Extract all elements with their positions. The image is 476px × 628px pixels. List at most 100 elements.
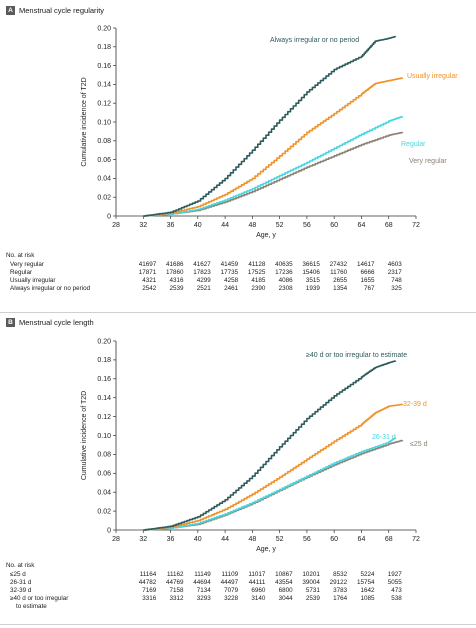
at-risk-cell: 3140 [251,595,266,602]
x-tick-label: 48 [248,222,256,229]
at-risk-cell: 5731 [305,587,320,594]
y-tick-label: 0.12 [97,414,111,421]
x-tick-label: 28 [112,222,120,229]
at-risk-cell: 41128 [248,261,266,268]
x-tick-label: 68 [385,222,393,229]
at-risk-cell: 4299 [196,277,211,284]
panel-b-badge: B [6,318,15,327]
at-risk-cell: 15406 [302,269,320,276]
y-tick-label: 0.04 [97,490,111,497]
panel-a-badge: A [6,6,15,15]
y-tick-label: 0.20 [97,338,111,345]
y-tick-label: 0.12 [97,101,111,108]
series-line-2 [143,116,404,217]
at-risk-cell: 5055 [387,579,402,586]
series-annotation: Usually irregular [407,73,458,80]
series-line-4 [143,360,397,531]
at-risk-row-label: Regular [10,269,33,276]
y-tick-label: 0.18 [97,44,111,51]
at-risk-cell: 2655 [333,277,348,284]
at-risk-cell: 36615 [302,261,320,268]
at-risk-row-label: 32-39 d [10,587,32,594]
at-risk-cell: 1939 [305,285,320,292]
at-risk-cell: 29122 [329,579,348,586]
x-tick-label: 40 [194,536,202,543]
at-risk-cell: 4086 [278,277,293,284]
series-annotation: Regular [401,141,426,148]
at-risk-cell: 3044 [278,595,293,602]
y-tick-label: 0 [107,213,111,220]
at-risk-cell: 2539 [169,285,184,292]
at-risk-cell: 7158 [169,587,184,594]
at-risk-cell: 1764 [333,595,348,602]
at-risk-cell: 14617 [356,261,375,268]
at-risk-cell: 2317 [387,269,402,276]
at-risk-cell: 7079 [224,587,239,594]
at-risk-cell: 15754 [356,579,375,586]
series-annotation: 32-39 d [403,401,427,408]
y-tick-label: 0.08 [97,138,111,145]
risk-table-a: No. at risk Very regular 41697 41686 41627 41… [0,252,476,314]
at-risk-header: No. at risk [6,562,35,569]
at-risk-cell: 6800 [278,587,293,594]
y-tick-label: 0.02 [97,508,111,515]
at-risk-cell: 41459 [220,261,239,268]
at-risk-cell: 17860 [166,269,184,276]
x-tick-label: 32 [139,222,147,229]
at-risk-cell: 4258 [224,277,239,284]
at-risk-cell: 473 [391,587,402,594]
at-risk-cell: 27432 [329,261,348,268]
series-annotation: ≤25 d [410,441,428,448]
y-tick-label: 0.10 [97,119,111,126]
at-risk-row-label: 26-31 d [10,579,32,586]
at-risk-row-label: to estimate [16,603,47,610]
at-risk-cell: 5224 [360,571,375,578]
x-tick-label: 32 [139,536,147,543]
series-line-3 [143,403,404,531]
chart-b: 0 0.02 0.04 0.06 0.08 0.10 0.12 0.14 0.16 0.18 0.2… [81,338,428,553]
at-risk-cell: 538 [391,595,402,602]
panel-b-title-text: Menstrual cycle length [19,318,94,327]
series-annotation: Always irregular or no period [270,37,359,44]
at-risk-row-label: Always irregular or no period [10,285,91,292]
panel-a-title-text: Menstrual cycle regularity [19,6,105,15]
at-risk-cell: 44497 [220,579,239,586]
x-tick-label: 36 [167,536,175,543]
at-risk-cell: 6960 [251,587,266,594]
at-risk-cell: 3312 [169,595,184,602]
at-risk-cell: 10867 [275,571,293,578]
at-risk-cell: 11109 [221,571,239,578]
at-risk-cell: 325 [391,285,402,292]
at-risk-cell: 11017 [248,571,266,578]
at-risk-header: No. at risk [6,252,35,259]
at-risk-cell: 3783 [333,587,348,594]
at-risk-cell: 43554 [275,579,293,586]
x-tick-label: 60 [330,536,338,543]
x-tick-label: 72 [412,536,420,543]
x-tick-label: 40 [194,222,202,229]
x-tick-label: 28 [112,536,120,543]
at-risk-cell: 11164 [139,571,157,578]
y-axis-label: Cumulative incidence of T2D [81,77,88,166]
y-tick-label: 0.08 [97,452,111,459]
series-annotation: 26-31 d [372,434,396,441]
x-tick-label: 44 [221,536,229,543]
series-annotation: ≥40 d or too irregular to estimate [306,352,407,359]
at-risk-cell: 1642 [360,587,375,594]
at-risk-cell: 41627 [193,261,211,268]
at-risk-cell: 3316 [142,595,157,602]
at-risk-cell: 2308 [278,285,293,292]
at-risk-cell: 10201 [302,571,320,578]
y-tick-label: 0.20 [97,25,111,32]
at-risk-cell: 4316 [169,277,184,284]
risk-table-b: No. at risk ≤25 d 11164 11162 11149 11109 1101… [0,562,476,622]
at-risk-cell: 2539 [305,595,320,602]
at-risk-cell: 39004 [302,579,320,586]
at-risk-cell: 8532 [333,571,348,578]
x-axis-label: Age, y [256,232,276,239]
x-tick-label: 56 [303,536,311,543]
at-risk-row-label: ≤25 d [10,571,26,578]
series-line-1 [143,439,404,531]
at-risk-cell: 2521 [196,285,211,292]
at-risk-cell: 1085 [360,595,375,602]
